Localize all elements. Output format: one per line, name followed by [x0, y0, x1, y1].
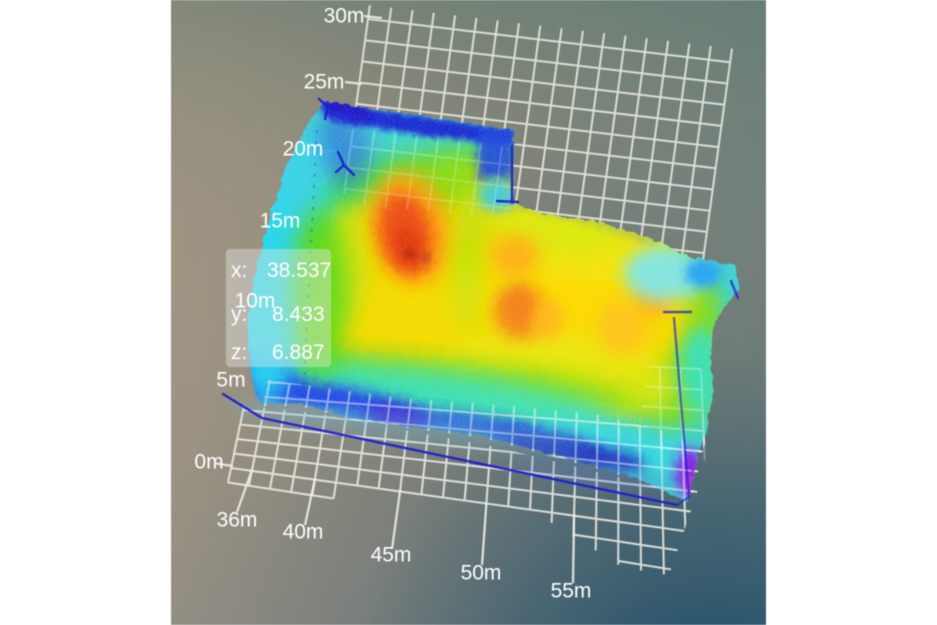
svg-text:0m: 0m — [194, 451, 223, 474]
svg-text:y:: y: — [231, 303, 247, 326]
svg-text:30m: 30m — [324, 5, 365, 28]
svg-text:25m: 25m — [304, 71, 345, 94]
svg-text:5m: 5m — [216, 369, 245, 392]
svg-text:20m: 20m — [283, 138, 324, 161]
svg-text:15m: 15m — [260, 210, 301, 233]
svg-text:x:: x: — [231, 259, 247, 282]
svg-text:10m: 10m — [235, 290, 276, 313]
svg-text:8.433: 8.433 — [272, 303, 325, 326]
svg-text:38.537: 38.537 — [267, 259, 331, 282]
svg-text:40m: 40m — [283, 521, 324, 544]
svg-text:36m: 36m — [217, 509, 258, 532]
svg-text:6.887: 6.887 — [272, 341, 325, 364]
svg-text:z:: z: — [231, 341, 247, 364]
svg-text:55m: 55m — [551, 580, 592, 603]
svg-text:50m: 50m — [461, 562, 502, 585]
svg-text:45m: 45m — [371, 544, 412, 567]
